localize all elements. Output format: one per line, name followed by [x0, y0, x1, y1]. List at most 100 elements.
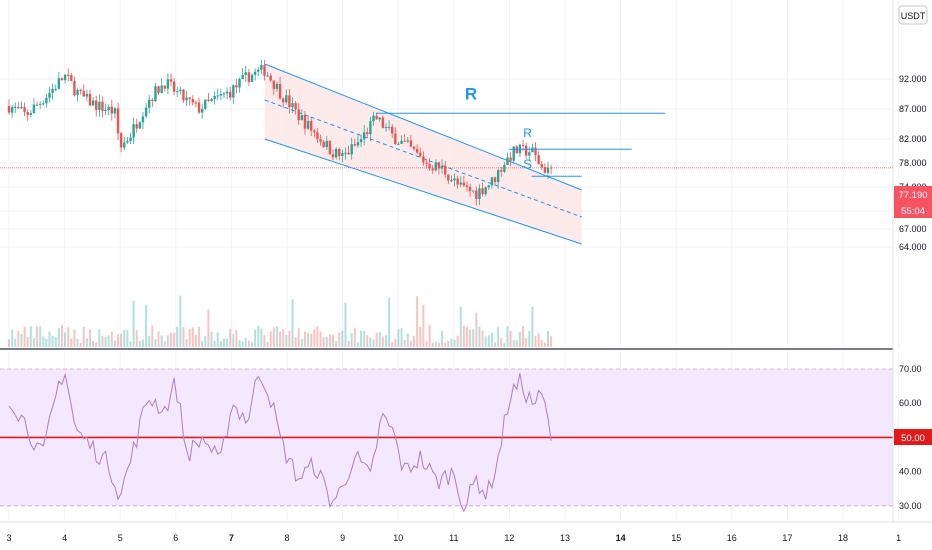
candle[interactable] [300, 109, 304, 121]
candle[interactable] [82, 84, 85, 97]
candle[interactable] [391, 124, 394, 139]
candle[interactable] [238, 77, 241, 93]
candle[interactable] [17, 101, 20, 109]
candle[interactable] [191, 95, 195, 106]
candle[interactable] [285, 89, 288, 105]
candle[interactable] [459, 176, 462, 188]
candle[interactable] [260, 60, 263, 75]
candle[interactable] [45, 94, 48, 108]
candle[interactable] [269, 73, 272, 82]
candle[interactable] [275, 81, 279, 92]
candle[interactable] [331, 149, 335, 161]
candle[interactable] [79, 88, 82, 95]
channel-lower-line[interactable] [264, 138, 582, 245]
candle[interactable] [425, 158, 428, 169]
candle[interactable] [10, 104, 14, 119]
candle[interactable] [154, 82, 157, 103]
candle[interactable] [123, 136, 126, 151]
candle[interactable] [91, 96, 95, 106]
candle[interactable] [397, 141, 400, 146]
candle[interactable] [400, 135, 403, 144]
candle[interactable] [462, 175, 466, 188]
candle[interactable] [32, 98, 36, 114]
candle[interactable] [431, 165, 434, 174]
candle[interactable] [506, 152, 509, 166]
candle[interactable] [132, 117, 135, 145]
candle[interactable] [381, 115, 385, 129]
candle[interactable] [51, 83, 54, 100]
candle[interactable] [26, 109, 29, 121]
candle[interactable] [422, 151, 425, 166]
candle[interactable] [110, 99, 114, 121]
candle[interactable] [253, 68, 257, 81]
candle[interactable] [518, 143, 522, 157]
candle[interactable] [341, 149, 344, 163]
candle[interactable] [369, 116, 372, 142]
candle[interactable] [54, 84, 57, 92]
candle[interactable] [281, 97, 285, 108]
candle[interactable] [116, 102, 120, 141]
candle[interactable] [14, 102, 17, 114]
candle[interactable] [70, 72, 73, 82]
candle[interactable] [188, 96, 191, 106]
candle[interactable] [472, 190, 475, 194]
candle[interactable] [263, 59, 266, 81]
candle[interactable] [356, 135, 360, 148]
candle[interactable] [347, 145, 350, 155]
candle[interactable] [372, 111, 375, 126]
candle[interactable] [20, 101, 23, 110]
candle[interactable] [222, 91, 226, 99]
candle[interactable] [344, 147, 347, 160]
rsi-axis[interactable]: 70.00 60.00 40.00 30.00 [899, 364, 922, 511]
candle[interactable] [163, 85, 166, 92]
candle[interactable] [144, 102, 148, 119]
candle[interactable] [107, 104, 110, 116]
candlestick-series[interactable] [7, 59, 553, 206]
candle[interactable] [194, 100, 198, 108]
candle[interactable] [306, 115, 310, 131]
candle[interactable] [101, 96, 104, 118]
candle[interactable] [384, 123, 388, 132]
candle[interactable] [63, 73, 67, 84]
candle[interactable] [478, 184, 481, 206]
candle[interactable] [244, 65, 247, 82]
candle[interactable] [66, 68, 70, 82]
candle[interactable] [524, 142, 528, 159]
candle[interactable] [366, 127, 369, 139]
candle[interactable] [496, 168, 500, 190]
candle[interactable] [185, 90, 188, 107]
candle[interactable] [434, 159, 438, 172]
candle[interactable] [60, 77, 64, 81]
candle[interactable] [328, 139, 332, 155]
candle[interactable] [160, 78, 163, 94]
candle[interactable] [278, 76, 282, 100]
candle[interactable] [207, 93, 210, 103]
time-axis[interactable]: 3 4 5 6 7 8 9 10 11 12 13 14 15 16 17 18 1 [6, 533, 901, 543]
candle[interactable] [549, 164, 553, 175]
candle[interactable] [484, 186, 487, 197]
candle[interactable] [375, 112, 378, 120]
candle[interactable] [350, 137, 353, 160]
price-axis[interactable]: 92.00087.00082.00078.00074.00070.00067.0… [899, 74, 927, 252]
candle[interactable] [362, 125, 366, 146]
candle[interactable] [406, 137, 409, 144]
candle[interactable] [235, 79, 238, 94]
candle[interactable] [57, 71, 61, 90]
candle[interactable] [500, 167, 503, 177]
candle[interactable] [387, 120, 391, 131]
candle[interactable] [166, 73, 170, 95]
candle[interactable] [313, 128, 316, 138]
candle[interactable] [540, 160, 543, 170]
candle[interactable] [272, 80, 276, 95]
candle[interactable] [104, 103, 107, 115]
candle[interactable] [447, 174, 450, 185]
candle[interactable] [151, 98, 154, 107]
candle[interactable] [172, 78, 176, 96]
candle[interactable] [319, 134, 322, 146]
candle[interactable] [419, 147, 422, 158]
candle[interactable] [310, 117, 313, 137]
candle[interactable] [85, 89, 89, 102]
candle[interactable] [73, 76, 76, 97]
candle[interactable] [197, 98, 201, 115]
candle[interactable] [325, 136, 328, 150]
